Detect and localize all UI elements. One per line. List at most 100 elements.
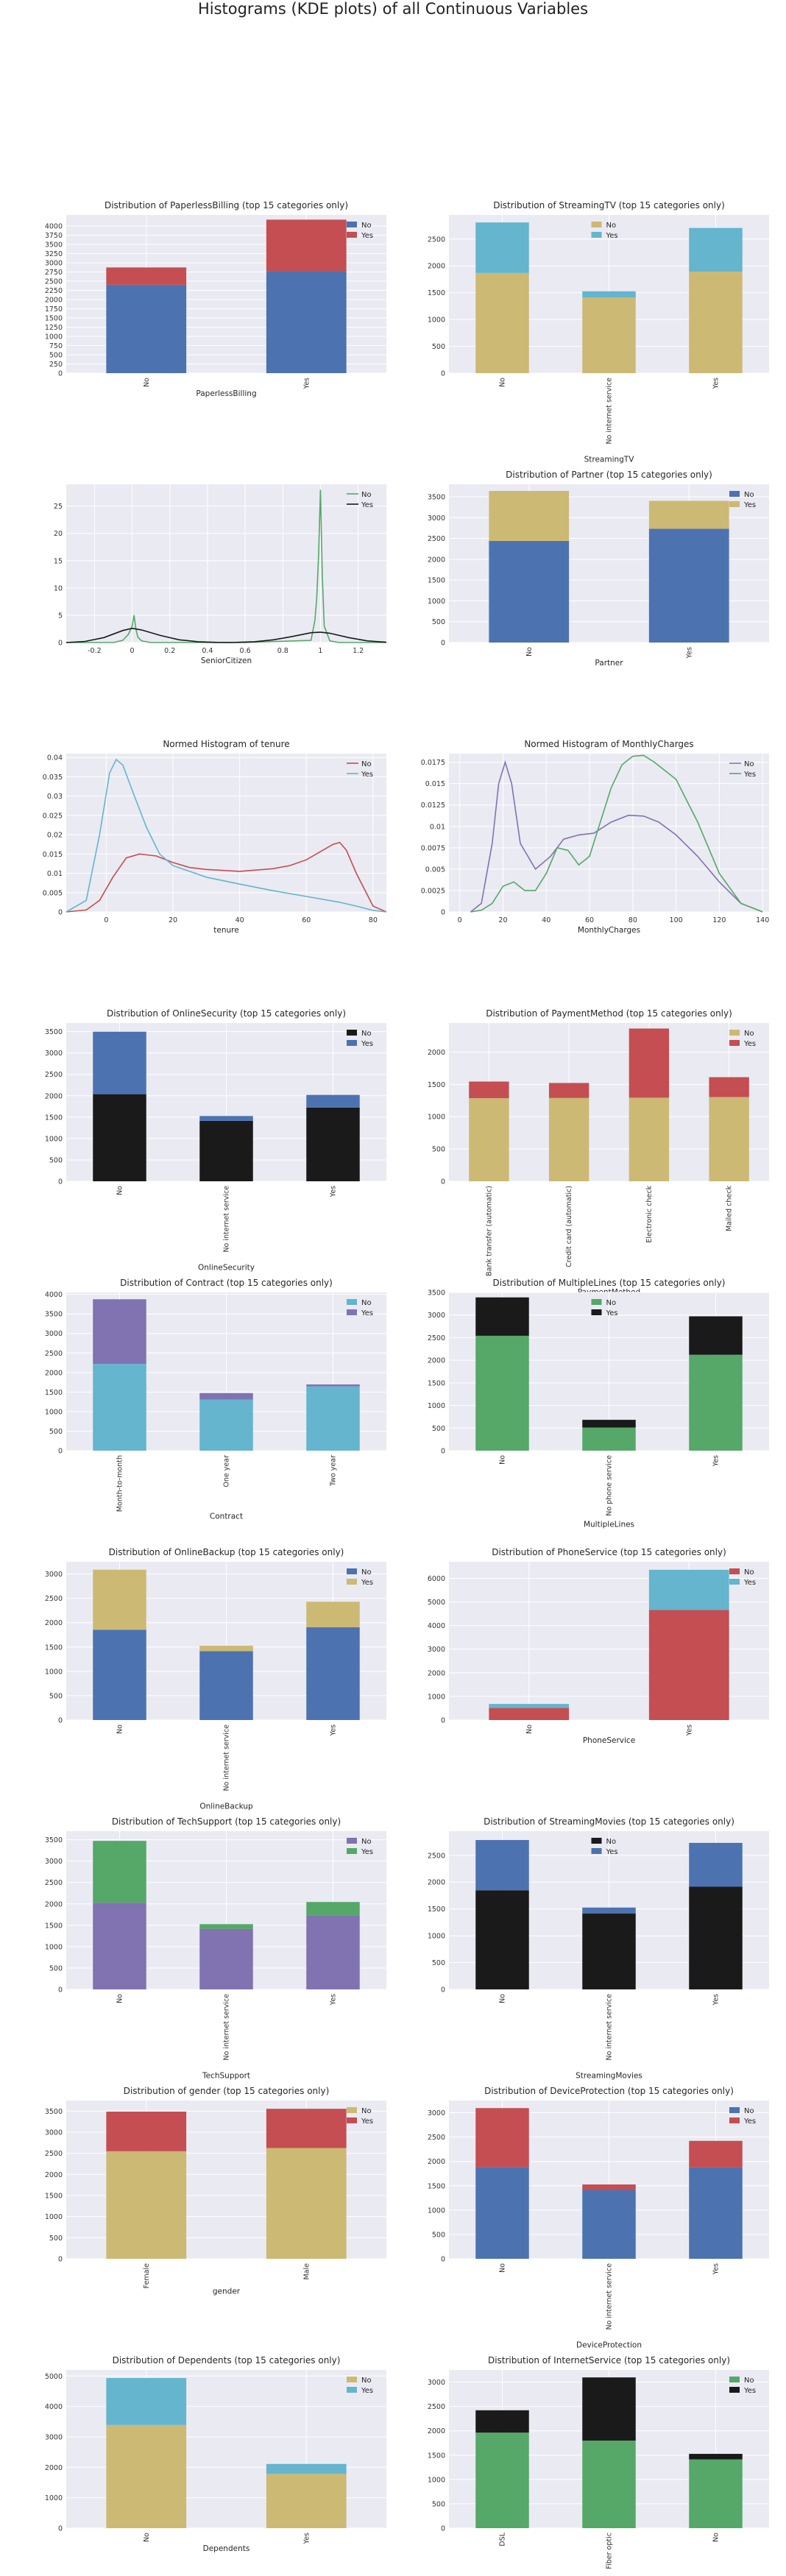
chart-title: Distribution of MultipleLines (top 15 ca… <box>493 1278 726 1288</box>
y-tick-label: 2000 <box>45 1369 63 1377</box>
bar-segment <box>629 1028 670 1098</box>
legend-label: No <box>744 2107 754 2115</box>
bar-segment <box>689 2167 743 2259</box>
plot-background <box>66 484 386 643</box>
y-tick-label: 0.005 <box>43 889 63 897</box>
bar-segment <box>475 1297 529 1336</box>
x-tick-label: 1 <box>318 647 322 655</box>
legend-swatch <box>347 2107 357 2113</box>
bar-segment <box>648 1569 729 1610</box>
x-tick-label: No internet service <box>223 1724 231 1791</box>
x-tick-label: No internet service <box>606 378 614 445</box>
y-tick-label: 2000 <box>45 1092 63 1100</box>
bar-segment <box>306 1384 360 1387</box>
legend-label: Yes <box>606 1309 618 1317</box>
x-axis-label: MonthlyCharges <box>578 926 640 935</box>
legend-swatch <box>729 2107 740 2113</box>
bar-segment <box>106 2151 187 2259</box>
legend-label: No <box>606 1838 617 1846</box>
bar-segment <box>199 1399 253 1451</box>
legend-label: No <box>361 1299 372 1307</box>
legend-label: Yes <box>361 1579 373 1587</box>
y-tick-label: 1000 <box>45 1135 63 1143</box>
legend-label: No <box>361 1030 372 1038</box>
y-tick-label: 2500 <box>428 1334 445 1342</box>
y-tick-label: 0.005 <box>425 866 445 874</box>
bar-segment <box>266 2463 347 2474</box>
y-tick-label: 1000 <box>428 598 445 606</box>
x-axis-label: TechSupport <box>202 2071 250 2080</box>
bar-segment <box>93 1841 146 1903</box>
x-axis-label: SeniorCitizen <box>201 657 252 665</box>
y-tick-label: 1000 <box>45 333 63 342</box>
x-tick-label: 20 <box>169 916 177 924</box>
y-tick-label: 15 <box>54 557 63 565</box>
legend-label: Yes <box>361 1040 373 1048</box>
y-tick-label: 1000 <box>428 2476 445 2484</box>
x-tick-label: 40 <box>542 916 550 924</box>
legend-label: No <box>744 491 754 499</box>
y-tick-label: 0.02 <box>47 832 63 840</box>
x-tick-label: Bank transfer (automatic) <box>485 1186 493 1276</box>
x-tick-label: Mailed check <box>726 1186 734 1232</box>
chart-panel-7: Distribution of PaymentMethod (top 15 ca… <box>428 1008 769 1297</box>
chart-panel-9: Distribution of MultipleLines (top 15 ca… <box>428 1278 769 1529</box>
bar-segment <box>582 2184 636 2190</box>
x-tick-label: 0 <box>458 916 462 924</box>
y-tick-label: 2250 <box>45 287 63 295</box>
y-tick-label: 1000 <box>428 316 445 325</box>
y-tick-label: 3500 <box>45 1836 63 1844</box>
x-tick-label: Yes <box>330 1994 338 2006</box>
x-tick-label: Male <box>302 2263 311 2280</box>
x-axis-label: Contract <box>210 1512 243 1521</box>
chart-panel-2: 0 5 10 15 20 25 -0.2 0 0.2 0.4 0.6 0.8 1 1.2 SeniorCit… <box>54 484 387 665</box>
y-tick-label: 1500 <box>45 315 63 323</box>
bar-segment <box>689 272 743 373</box>
legend-label: Yes <box>361 501 373 509</box>
chart-panel-14: Distribution of gender (top 15 categorie… <box>45 2086 386 2296</box>
y-tick-label: 2000 <box>45 1619 63 1627</box>
x-tick-label: No <box>116 1724 124 1734</box>
y-tick-label: 1500 <box>428 1379 445 1387</box>
y-tick-label: 25 <box>54 503 63 511</box>
y-tick-label: 1000 <box>45 2494 63 2502</box>
x-tick-label: No <box>499 2263 507 2273</box>
x-tick-label: Credit card (automatic) <box>565 1186 573 1267</box>
legend-label: Yes <box>606 1848 618 1856</box>
bar-segment <box>582 297 636 373</box>
y-tick-label: 0 <box>58 2525 63 2533</box>
legend-swatch <box>347 2387 357 2393</box>
x-tick-label: 140 <box>756 916 769 924</box>
legend-label: Yes <box>743 1040 756 1048</box>
y-tick-label: 2000 <box>428 1357 445 1365</box>
chart-panel-3: Distribution of Partner (top 15 categori… <box>428 470 769 668</box>
y-tick-label: 4000 <box>45 223 63 231</box>
y-tick-label: 2000 <box>428 2158 445 2166</box>
y-tick-label: 1500 <box>45 2193 63 2201</box>
bar-segment <box>489 1708 570 1720</box>
x-tick-label: No <box>499 378 507 387</box>
legend-swatch <box>347 1579 357 1585</box>
legend-label: Yes <box>361 1848 373 1856</box>
x-tick-label: Yes <box>302 378 311 389</box>
bar-segment <box>489 1704 570 1708</box>
x-tick-label: Yes <box>330 1724 338 1736</box>
y-tick-label: 500 <box>432 1146 445 1154</box>
chart-title: Distribution of gender (top 15 categorie… <box>124 2086 330 2096</box>
y-tick-label: 0.015 <box>43 851 63 859</box>
x-axis-label: OnlineBackup <box>199 1802 253 1811</box>
legend-swatch <box>347 232 357 238</box>
legend-label: Yes <box>361 2117 373 2126</box>
y-tick-label: 500 <box>49 1692 63 1700</box>
bar-segment <box>709 1097 749 1181</box>
y-tick-label: 1000 <box>45 1408 63 1416</box>
x-tick-label: 20 <box>498 916 507 924</box>
x-axis-label: Partner <box>595 659 623 668</box>
y-tick-label: 1500 <box>428 2452 445 2460</box>
x-axis-label: OnlineSecurity <box>198 1263 255 1272</box>
x-tick-label: Electronic check <box>645 1186 654 1243</box>
y-tick-label: 3000 <box>45 1571 63 1579</box>
bar-segment <box>199 1646 253 1652</box>
chart-title: Normed Histogram of MonthlyCharges <box>524 739 693 749</box>
bar-segment <box>548 1097 590 1181</box>
